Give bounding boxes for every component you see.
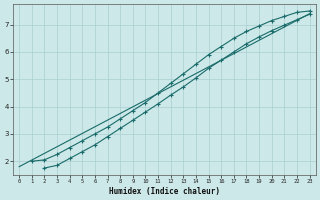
X-axis label: Humidex (Indice chaleur): Humidex (Indice chaleur) <box>109 187 220 196</box>
